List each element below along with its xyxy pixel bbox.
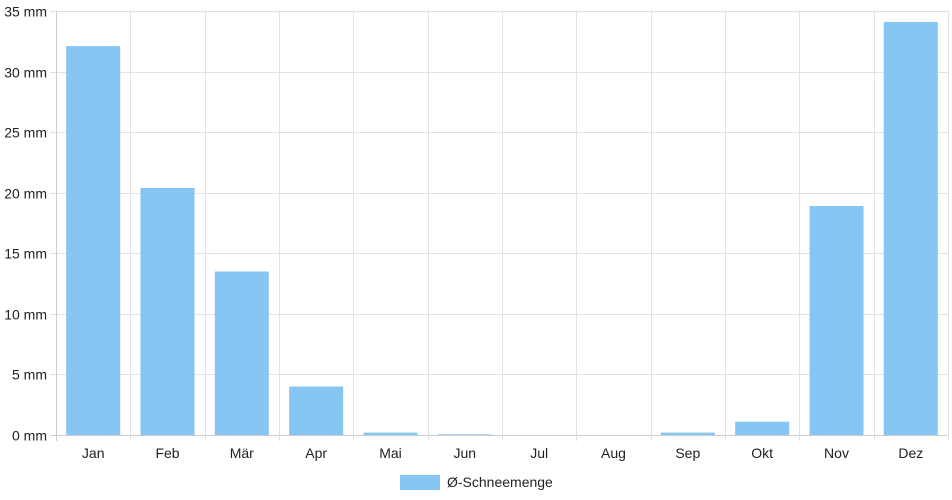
x-tick-label: Okt bbox=[751, 445, 773, 461]
bar-jan[interactable] bbox=[66, 46, 121, 435]
y-tick-label: 0 mm bbox=[12, 428, 47, 444]
x-tick-label: Sep bbox=[675, 445, 700, 461]
y-tick-label: 5 mm bbox=[12, 367, 47, 383]
x-tick-label: Dez bbox=[898, 445, 923, 461]
bar-okt[interactable] bbox=[735, 421, 790, 435]
x-tick-label: Jun bbox=[454, 445, 477, 461]
chart-axes: 0 mm 5 mm 10 mm 15 mm 20 mm 25 mm 30 mm 35 mm Ja… bbox=[4, 4, 923, 462]
bar-sep[interactable] bbox=[660, 432, 715, 435]
legend-swatch[interactable] bbox=[400, 475, 440, 490]
bar-feb[interactable] bbox=[140, 187, 195, 435]
x-tick-label: Feb bbox=[155, 445, 179, 461]
bar-nov[interactable] bbox=[809, 206, 864, 435]
legend-label[interactable]: Ø-Schneemenge bbox=[447, 474, 553, 490]
y-tick-label: 25 mm bbox=[4, 125, 47, 141]
y-tick-label: 30 mm bbox=[4, 65, 47, 81]
x-tick-label: Jul bbox=[530, 445, 548, 461]
bar-dez[interactable] bbox=[883, 21, 938, 436]
x-tick-label: Mär bbox=[230, 445, 254, 461]
chart-legend[interactable]: Ø-Schneemenge bbox=[400, 474, 553, 490]
x-tick-label: Jan bbox=[82, 445, 105, 461]
x-tick-label: Apr bbox=[305, 445, 327, 461]
bar-mär[interactable] bbox=[214, 271, 269, 436]
y-tick-label: 10 mm bbox=[4, 307, 47, 323]
y-tick-label: 15 mm bbox=[4, 246, 47, 262]
x-tick-label: Nov bbox=[824, 445, 849, 461]
x-tick-label: Aug bbox=[601, 445, 626, 461]
bar-apr[interactable] bbox=[289, 386, 344, 436]
x-tick-label: Mai bbox=[379, 445, 402, 461]
y-tick-label: 35 mm bbox=[4, 4, 47, 20]
bar-jun[interactable] bbox=[437, 434, 492, 435]
bar-mai[interactable] bbox=[363, 432, 418, 435]
chart-grid bbox=[50, 11, 949, 441]
y-tick-label: 20 mm bbox=[4, 186, 47, 202]
chart-bars bbox=[66, 21, 938, 436]
